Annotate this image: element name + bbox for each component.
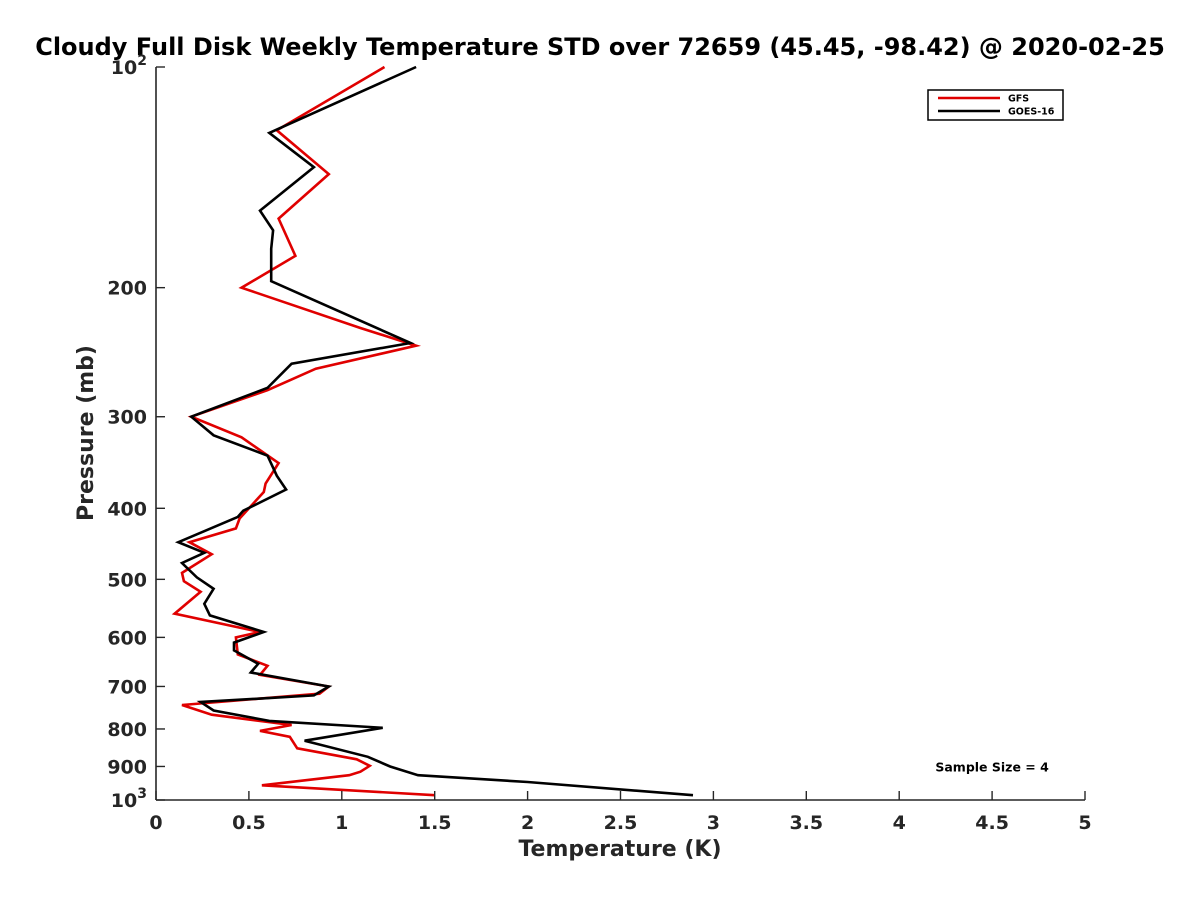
y-axis: 102 200 300 400 500 600 700 800 900 103 (107, 53, 165, 812)
legend-label: GFS (1008, 94, 1029, 105)
x-tick-label: 2.5 (604, 812, 638, 834)
sample-size-annotation: Sample Size = 4 (935, 759, 1049, 774)
x-tick-label: 1.5 (418, 812, 452, 834)
legend: GFS GOES-16 (927, 89, 1064, 121)
x-tick-label: 1 (335, 812, 348, 834)
x-axis: 0 0.5 1 1.5 2 2.5 3 3.5 4 4.5 5 (149, 791, 1092, 834)
x-tick-label: 3.5 (789, 812, 823, 834)
y-tick-label: 500 (107, 569, 147, 591)
x-tick-label: 5 (1078, 812, 1091, 834)
x-tick-label: 4 (893, 812, 906, 834)
x-tick-label: 4.5 (975, 812, 1009, 834)
y-tick-label: 700 (107, 676, 147, 698)
legend-label: GOES-16 (1008, 107, 1055, 118)
y-tick-label: 102 (111, 53, 147, 79)
series-line-goes-16 (174, 65, 694, 797)
y-tick-label: 300 (107, 407, 147, 429)
y-tick-label: 600 (107, 627, 147, 649)
y-tick-label: 800 (107, 719, 147, 741)
x-tick-label: 2 (521, 812, 534, 834)
series-line-gfs (171, 65, 435, 797)
x-tick-label: 0 (149, 812, 162, 834)
x-tick-label: 0.5 (232, 812, 266, 834)
x-tick-label: 3 (707, 812, 720, 834)
x-axis-label: Temperature (K) (518, 837, 721, 862)
y-tick-label: 200 (107, 278, 147, 300)
y-tick-label: 900 (107, 756, 147, 778)
y-axis-label: Pressure (mb) (74, 345, 99, 521)
y-tick-label: 103 (111, 786, 147, 812)
chart-title: Cloudy Full Disk Weekly Temperature STD … (35, 33, 1165, 61)
y-tick-label: 400 (107, 498, 147, 520)
plot-area (171, 65, 694, 797)
legend-box (927, 89, 1064, 121)
